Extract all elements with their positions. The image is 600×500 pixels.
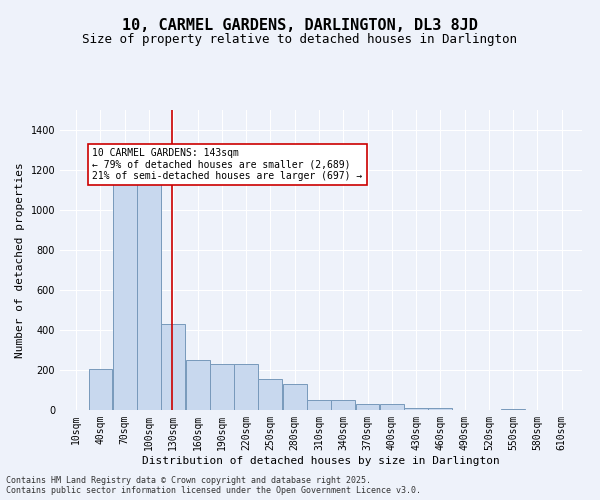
Bar	[283, 384, 307, 410]
Bar	[185, 360, 209, 410]
Text: 10, CARMEL GARDENS, DARLINGTON, DL3 8JD: 10, CARMEL GARDENS, DARLINGTON, DL3 8JD	[122, 18, 478, 32]
X-axis label: Distribution of detached houses by size in Darlington: Distribution of detached houses by size …	[142, 456, 500, 466]
Bar	[307, 400, 331, 410]
Bar	[428, 408, 452, 410]
Text: 10 CARMEL GARDENS: 143sqm
← 79% of detached houses are smaller (2,689)
21% of se: 10 CARMEL GARDENS: 143sqm ← 79% of detac…	[92, 148, 362, 181]
Y-axis label: Number of detached properties: Number of detached properties	[15, 162, 25, 358]
Bar	[210, 364, 234, 410]
Bar	[404, 408, 428, 410]
Bar	[501, 409, 525, 410]
Bar	[89, 369, 112, 410]
Bar	[331, 400, 355, 410]
Bar	[356, 404, 379, 410]
Bar	[234, 364, 258, 410]
Bar	[137, 184, 161, 410]
Text: Contains HM Land Registry data © Crown copyright and database right 2025.
Contai: Contains HM Land Registry data © Crown c…	[6, 476, 421, 495]
Bar	[161, 324, 185, 410]
Text: Size of property relative to detached houses in Darlington: Size of property relative to detached ho…	[83, 32, 517, 46]
Bar	[113, 184, 137, 410]
Bar	[259, 379, 283, 410]
Bar	[380, 404, 404, 410]
